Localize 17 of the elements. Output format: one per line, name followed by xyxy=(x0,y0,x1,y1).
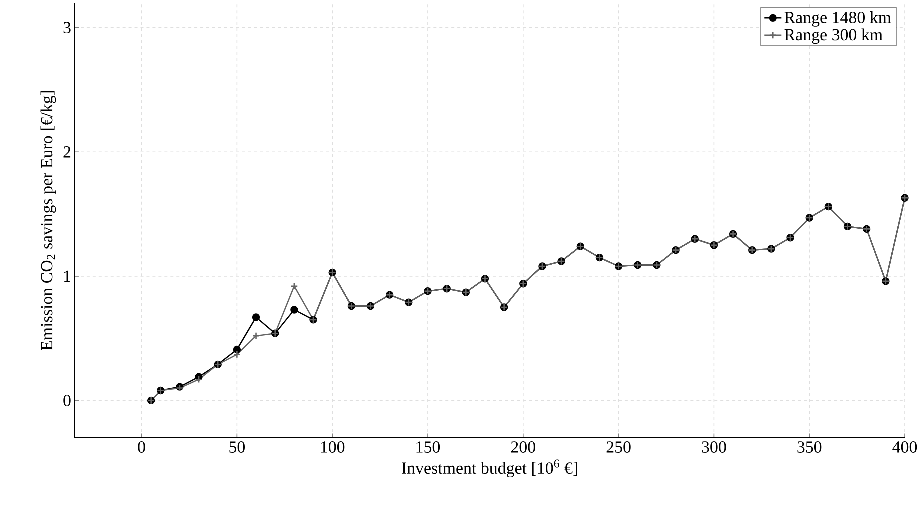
y-axis-title: Emission CO$_{2}$ savings per Euro [€/kg] xyxy=(40,91,56,350)
y-tick-label: 0 xyxy=(64,394,71,406)
y-tick-label: 2 xyxy=(64,146,71,158)
x-tick-label: 200 xyxy=(511,442,536,453)
y-tick-label: 1 xyxy=(64,270,70,282)
x-tick-label: 50 xyxy=(230,442,246,453)
legend-label: Range 300 km xyxy=(784,28,883,44)
x-tick-label: 250 xyxy=(606,442,631,453)
y-tick-label: 3 xyxy=(64,22,71,34)
x-tick-label: 150 xyxy=(416,442,440,453)
x-tick-label: 100 xyxy=(321,442,345,453)
legend-label: Range 1480 km xyxy=(784,12,892,27)
x-axis-title: Investment budget [10$^{6}$ €] xyxy=(402,460,578,478)
x-tick-label: 300 xyxy=(702,442,726,453)
x-tick-label: 0 xyxy=(138,442,146,453)
x-tick-label: 350 xyxy=(798,442,822,453)
x-tick-label: 400 xyxy=(892,442,918,453)
